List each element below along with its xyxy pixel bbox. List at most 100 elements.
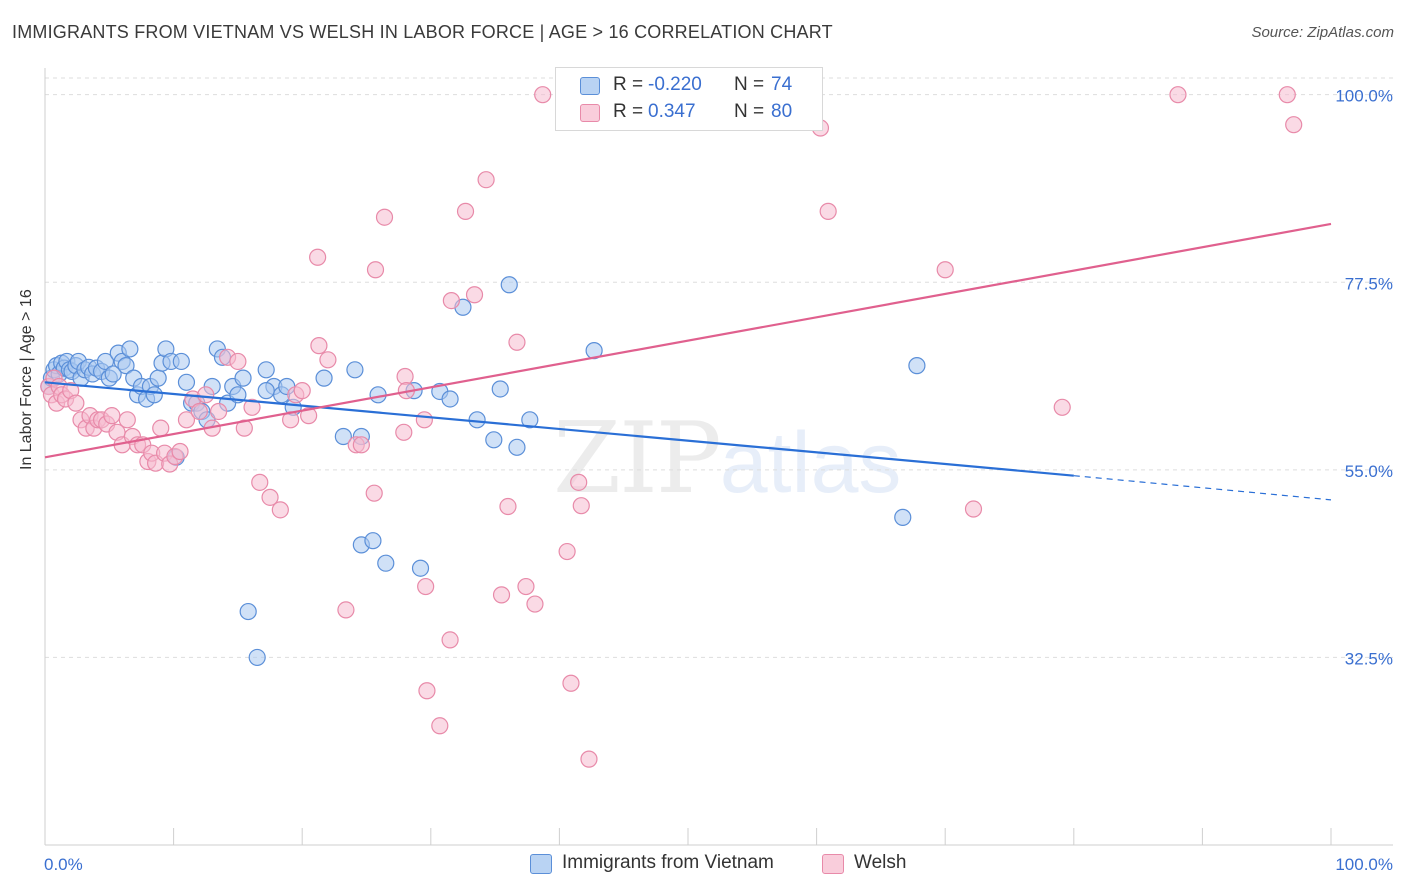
welsh-point <box>936 261 954 279</box>
vietnam-point <box>334 427 352 446</box>
vietnam-trend-line <box>44 381 1074 477</box>
x-tick-label: 0.0% <box>44 855 83 874</box>
vietnam-point <box>315 369 333 387</box>
vietnam-point <box>104 365 122 383</box>
welsh-point <box>526 595 544 613</box>
source-credit: Source: ZipAtlas.com <box>1251 24 1394 41</box>
vietnam-point <box>177 373 196 391</box>
vietnam-point <box>491 380 509 398</box>
welsh-point <box>229 352 247 371</box>
welsh-point <box>570 473 588 491</box>
vietnam-point <box>485 431 503 449</box>
stats-legend: R = -0.220 N = 74 R = 0.347 N = 80 <box>555 67 823 131</box>
welsh-point <box>396 367 414 386</box>
welsh-point <box>103 407 121 425</box>
vietnam-point <box>239 602 257 621</box>
vietnam-point <box>508 438 526 456</box>
welsh-point <box>190 402 208 421</box>
welsh-point <box>395 423 413 441</box>
stats-row-vietnam: R = -0.220 N = 74 <box>556 74 822 100</box>
vietnam-point <box>500 276 518 294</box>
watermark: ZIPatlas <box>553 402 901 516</box>
welsh-point <box>964 500 983 518</box>
watermark-zip: ZIP <box>553 402 722 516</box>
welsh-point <box>580 750 598 768</box>
vietnam-point <box>145 386 163 404</box>
welsh-point <box>534 86 552 104</box>
welsh-point <box>562 674 580 692</box>
r-value: 0.347 <box>648 101 696 122</box>
r-label: R = <box>613 74 644 95</box>
vietnam-point <box>149 369 167 387</box>
welsh-point <box>177 411 196 429</box>
vietnam-point <box>364 532 382 550</box>
welsh-point <box>492 586 511 604</box>
welsh-point <box>558 542 576 561</box>
welsh-point <box>171 442 189 461</box>
welsh-point <box>441 631 459 649</box>
welsh-point <box>67 394 85 412</box>
welsh-point <box>366 261 385 279</box>
welsh-point <box>819 202 837 220</box>
welsh-point <box>293 382 311 400</box>
vietnam-point <box>441 390 459 408</box>
vietnam-swatch <box>580 77 600 95</box>
welsh-point <box>572 497 590 515</box>
vietnam-point <box>172 352 190 371</box>
vietnam-point <box>248 648 266 667</box>
vietnam-point <box>121 340 139 358</box>
welsh-point <box>118 411 136 429</box>
chart-title: IMMIGRANTS FROM VIETNAM VS WELSH IN LABO… <box>12 22 833 42</box>
stats-row-welsh: R = 0.347 N = 80 <box>556 101 822 127</box>
n-label: N = <box>734 101 765 122</box>
watermark-atlas: atlas <box>719 415 902 511</box>
vietnam-point <box>894 508 912 526</box>
vietnam-point <box>346 361 364 379</box>
vietnam-point <box>908 357 926 375</box>
vietnam-legend-swatch <box>530 854 552 874</box>
r-label: R = <box>613 101 644 122</box>
n-value: 80 <box>771 101 793 122</box>
welsh-point <box>1285 116 1303 134</box>
y-tick-label: 32.5% <box>1345 649 1393 668</box>
vietnam-point <box>96 352 115 371</box>
welsh-point <box>415 411 433 429</box>
welsh-point <box>456 202 475 220</box>
vietnam-point <box>468 411 486 429</box>
vietnam-point <box>521 411 539 429</box>
welsh-point <box>210 402 228 421</box>
vietnam-point <box>234 369 252 387</box>
welsh-point <box>251 473 269 491</box>
vietnam-point <box>117 357 135 375</box>
welsh-point <box>310 337 328 355</box>
welsh-swatch <box>580 104 600 122</box>
welsh-point <box>352 436 370 454</box>
y-tick-label: 55.0% <box>1345 462 1393 481</box>
series-legend: Immigrants from Vietnam Welsh <box>0 852 1406 878</box>
n-value: 74 <box>771 74 793 95</box>
legend-label-vietnam: Immigrants from Vietnam <box>562 852 774 873</box>
welsh-point <box>300 407 318 425</box>
welsh-point <box>1278 86 1296 104</box>
welsh-point <box>508 333 526 351</box>
welsh-point <box>309 248 327 266</box>
vietnam-trend-extension <box>1073 475 1332 501</box>
vietnam-point <box>411 559 430 577</box>
welsh-point <box>271 501 289 519</box>
welsh-point <box>499 497 517 516</box>
welsh-point <box>431 717 449 735</box>
y-tick-label: 77.5% <box>1345 274 1393 293</box>
r-value: -0.220 <box>648 74 702 95</box>
welsh-legend-swatch <box>822 854 844 874</box>
welsh-point <box>442 291 460 310</box>
welsh-point <box>1053 398 1071 416</box>
y-tick-label: 100.0% <box>1335 87 1393 106</box>
welsh-point <box>517 577 535 596</box>
welsh-point <box>477 171 495 189</box>
welsh-point <box>1169 86 1187 104</box>
welsh-point <box>152 419 170 437</box>
vietnam-point <box>257 361 275 379</box>
vietnam-point <box>377 554 395 572</box>
welsh-trend-line <box>44 222 1332 459</box>
